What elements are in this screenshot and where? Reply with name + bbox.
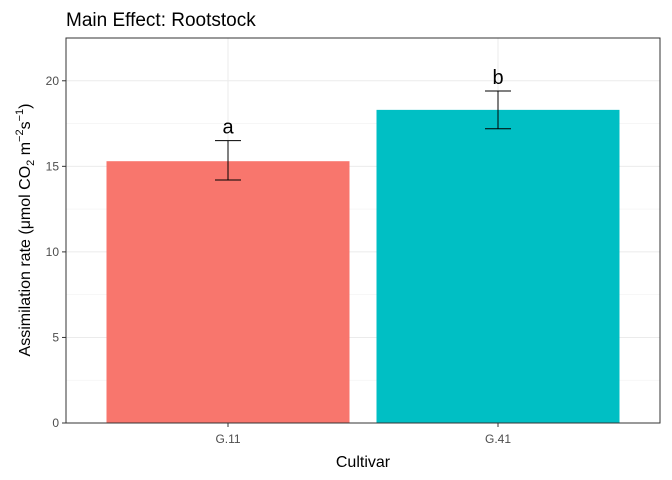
plot-panel-border — [65, 37, 661, 424]
bar-G.41 — [376, 109, 620, 423]
significance-label-a: a — [222, 117, 234, 139]
bars — [106, 109, 620, 423]
y-tick-label: 20 — [46, 74, 60, 88]
y-axis-title-suffix: ) — [17, 104, 34, 109]
y-axis-title-co2-subscript: 2 — [25, 160, 37, 166]
significance-labels: ab — [222, 67, 503, 139]
significance-label-b: b — [492, 67, 503, 89]
x-axis-title: Cultivar — [336, 454, 391, 471]
y-tick-label: 0 — [52, 416, 59, 430]
x-tick-label: G.11 — [215, 432, 240, 446]
error-bars — [215, 90, 511, 181]
y-tick-label: 10 — [46, 245, 60, 259]
y-axis-title-m-exponent: −2 — [14, 129, 26, 142]
x-axis-ticks: G.11 G.41 — [215, 423, 511, 446]
y-axis-title-unit-s: s — [17, 121, 34, 129]
y-tick-label: 15 — [46, 159, 60, 173]
y-axis-title-prefix: Assimilation rate (μmol CO — [17, 166, 34, 357]
error-bar-G.41 — [485, 90, 511, 130]
error-bar-G.11 — [215, 140, 241, 181]
y-axis-title-unit-m: m — [17, 142, 34, 160]
y-axis-ticks: 0 5 10 15 20 — [46, 74, 66, 430]
x-tick-label: G.41 — [485, 432, 511, 446]
y-tick-label: 5 — [52, 330, 59, 344]
chart-title: Main Effect: Rootstock — [66, 10, 256, 31]
y-axis-title: Assimilation rate (μmol CO2 m−2s−1) — [14, 104, 37, 357]
bar-G.11 — [106, 161, 350, 423]
y-axis-title-s-exponent: −1 — [14, 109, 26, 122]
